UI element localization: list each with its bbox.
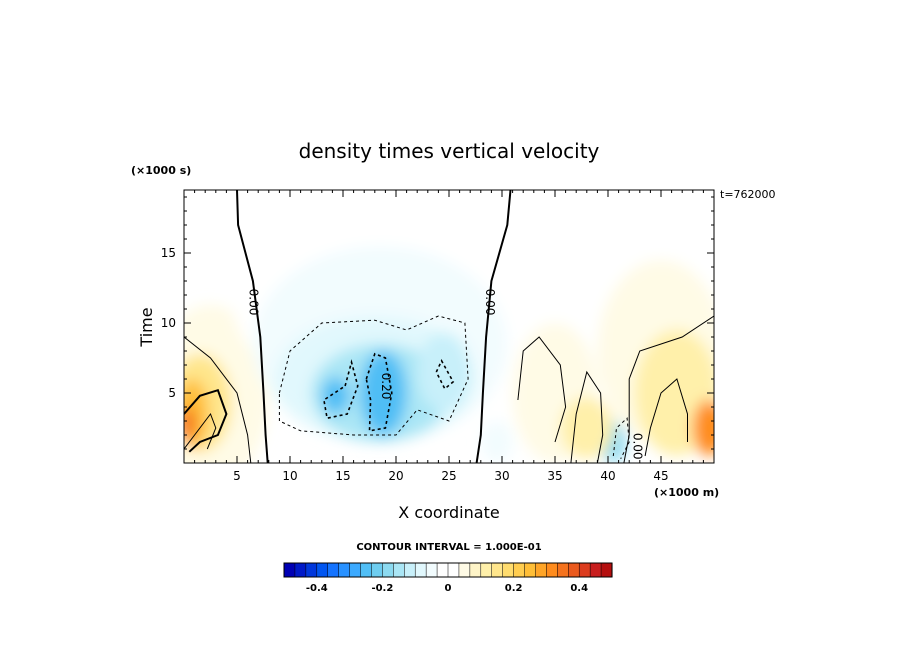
colorbar-swatch <box>404 562 416 578</box>
colorbar-swatch <box>349 562 362 578</box>
x-unit-label: (×1000 m) <box>654 486 719 499</box>
y-tick-label: 10 <box>161 316 176 330</box>
x-tick-label: 5 <box>233 469 241 483</box>
colorbar-tick-label: 0.4 <box>570 583 588 594</box>
colorbar-swatch <box>283 562 296 578</box>
contour-label: 0.00 <box>630 433 644 460</box>
colorbar-swatch <box>491 562 504 578</box>
colorbar-swatch <box>480 562 493 578</box>
x-tick-label: 20 <box>388 469 403 483</box>
colorbar-swatch <box>568 562 580 578</box>
colorbar-swatch <box>589 562 602 578</box>
colorbar-tick-label: 0.2 <box>505 583 523 594</box>
x-tick-label: 30 <box>494 469 509 483</box>
colorbar-tick-label: -0.2 <box>371 583 393 594</box>
positive-contour-line <box>623 315 714 463</box>
colorbar-swatch <box>327 562 340 578</box>
colorbar-swatch <box>393 562 405 578</box>
x-tick-label: 25 <box>441 469 456 483</box>
colorbar-swatch <box>371 562 383 578</box>
colorbar-swatch <box>524 562 537 578</box>
y-axis-ticks: 5 10 15 <box>161 196 714 450</box>
field-shading <box>184 190 714 463</box>
contour-label: 0.00 <box>483 289 497 316</box>
positive-contour-line <box>184 412 217 450</box>
plot-area: 5 10 15 20 25 30 35 40 45 5 10 15 0.00 0.00 0.20 0.00 <box>161 189 715 483</box>
negative-contour-line <box>323 359 359 420</box>
contour-interval-label: CONTOUR INTERVAL = 1.000E-01 <box>356 542 541 553</box>
colorbar <box>283 562 613 578</box>
colorbar-swatch <box>316 562 329 578</box>
negative-contour-line <box>278 315 469 436</box>
contour-labels: 0.00 0.00 0.20 0.00 <box>247 289 645 460</box>
y-unit-label: (×1000 s) <box>131 164 191 177</box>
field-region <box>321 377 350 414</box>
colorbar-swatch <box>447 562 460 578</box>
colorbar-swatch <box>578 562 591 578</box>
colorbar-swatch <box>436 562 449 578</box>
negative-contour-line <box>612 417 630 460</box>
positive-contour-line <box>570 370 604 463</box>
colorbar-swatch <box>360 562 373 578</box>
field-region <box>480 421 513 463</box>
x-tick-label: 40 <box>600 469 615 483</box>
zero-contour-line <box>475 190 512 463</box>
zero-contour-line <box>184 388 228 453</box>
colorbar-swatch <box>458 562 471 578</box>
contour-lines <box>184 190 714 463</box>
timestamp-label: t=762000 <box>720 188 776 201</box>
colorbar-swatch <box>338 562 351 578</box>
colorbar-swatch <box>535 562 547 578</box>
colorbar-swatch <box>513 562 526 578</box>
colorbar-swatch <box>425 562 438 578</box>
colorbar-swatch <box>600 562 613 578</box>
field-region <box>417 332 471 412</box>
x-tick-label: 45 <box>653 469 668 483</box>
colorbar-tick-label: -0.4 <box>306 583 328 594</box>
chart-title: density times vertical velocity <box>299 139 600 163</box>
colorbar-swatch <box>546 562 558 578</box>
x-tick-label: 35 <box>547 469 562 483</box>
colorbar-swatch <box>469 562 482 578</box>
colorbar-swatch <box>305 562 318 578</box>
colorbar-swatch <box>294 562 307 578</box>
colorbar-ticks: -0.4 -0.2 0 0.2 0.4 <box>306 583 588 594</box>
field-region <box>692 400 714 456</box>
x-tick-label: 15 <box>335 469 350 483</box>
y-tick-label: 5 <box>168 386 176 400</box>
y-tick-label: 15 <box>161 246 176 260</box>
contour-label: 0.20 <box>379 373 393 400</box>
positive-contour-line <box>184 336 252 463</box>
field-shading-layer <box>184 190 714 463</box>
colorbar-swatch <box>557 562 569 578</box>
colorbar-swatch <box>414 562 427 578</box>
colorbar-swatch <box>502 562 515 578</box>
colorbar-swatch <box>382 562 394 578</box>
colorbar-frame <box>283 562 613 578</box>
colorbar-tick-label: 0 <box>445 583 452 594</box>
negative-contour-line <box>365 352 393 432</box>
positive-contour-line <box>517 336 567 443</box>
x-axis-label: X coordinate <box>398 503 499 522</box>
x-tick-label: 10 <box>282 469 297 483</box>
positive-contour-line <box>644 378 688 457</box>
x-axis-ticks: 5 10 15 20 25 30 35 40 45 <box>194 190 704 483</box>
field-region <box>359 351 407 435</box>
y-axis-label: Time <box>137 307 156 347</box>
zero-contour-line <box>236 190 269 463</box>
field-region <box>560 397 614 459</box>
contour-label: 0.00 <box>247 289 261 316</box>
negative-contour-line <box>435 359 455 391</box>
field-region <box>184 407 196 441</box>
